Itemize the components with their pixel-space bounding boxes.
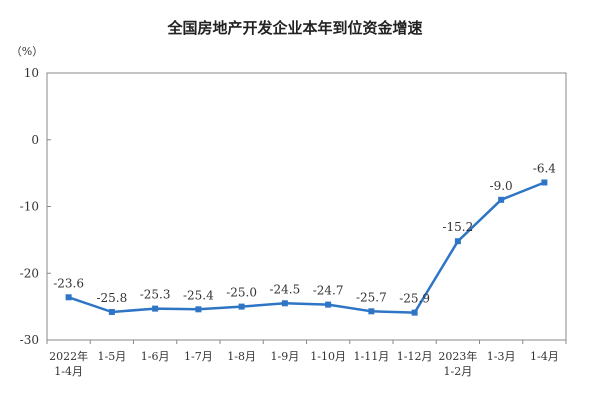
data-point-marker — [541, 179, 548, 186]
data-label-layer: -23.6 -25.8 -25.3 -25.4 -25.0 -24.5 -24.7 -25.7… — [53, 161, 556, 305]
data-label: -24.7 — [313, 284, 344, 298]
x-tick-label: 1-3月 — [487, 350, 516, 363]
y-tick-label: 10 — [24, 66, 39, 80]
data-point-marker — [454, 238, 461, 245]
y-tick-label: -20 — [20, 266, 39, 280]
data-label: -9.0 — [490, 179, 513, 193]
series-layer — [65, 179, 548, 316]
data-label: -15.2 — [442, 220, 473, 234]
data-label: -25.3 — [140, 288, 171, 302]
series-line — [68, 181, 545, 314]
data-point-marker — [325, 301, 332, 308]
x-tick-label: 1-11月 — [354, 350, 390, 363]
x-tick-label: 1-4月 — [54, 365, 83, 378]
data-label: -6.4 — [533, 161, 557, 175]
x-tick-label: 1-12月 — [397, 350, 433, 363]
data-point-marker — [411, 309, 418, 316]
chart-title: 全国房地产开发企业本年到位资金增速 — [166, 19, 422, 37]
x-tick-label: 1-4月 — [530, 350, 559, 363]
y-tick-label: -30 — [20, 333, 39, 347]
data-point-marker — [152, 305, 159, 312]
x-tick-label: 2023年 — [438, 349, 477, 363]
data-point-marker — [65, 294, 72, 301]
y-tick-label: 0 — [31, 133, 39, 147]
x-tick-label: 1-10月 — [310, 350, 346, 363]
data-label: -25.7 — [356, 290, 387, 304]
x-tick-label: 2022年 — [49, 349, 88, 363]
data-point-marker — [108, 308, 115, 315]
x-axis-ticks: 2022年 1-4月 1-5月 1-6月 1-7月 1-8月 1-9月 1-10月 1-11月 1… — [46, 340, 567, 378]
data-label: -25.0 — [226, 286, 257, 300]
x-tick-label: 1-2月 — [444, 365, 473, 378]
data-label: -25.4 — [183, 288, 214, 302]
data-point-marker — [195, 306, 202, 313]
data-point-marker — [368, 308, 375, 315]
x-tick-label: 1-9月 — [271, 350, 300, 363]
x-tick-label: 1-7月 — [184, 350, 213, 363]
data-point-marker — [238, 303, 245, 310]
data-label: -25.8 — [96, 291, 127, 305]
x-tick-label: 1-8月 — [227, 350, 256, 363]
data-point-marker — [498, 196, 505, 203]
data-point-marker — [281, 300, 288, 307]
y-tick-label: -10 — [20, 200, 39, 214]
y-axis-ticks: 10 0 -10 -20 -30 — [20, 66, 51, 347]
data-label: -24.5 — [269, 282, 300, 296]
x-tick-label: 1-6月 — [141, 350, 170, 363]
data-label: -25.9 — [399, 292, 430, 306]
x-tick-label: 1-5月 — [98, 350, 127, 363]
y-axis-unit-label: （%） — [11, 45, 43, 58]
data-label: -23.6 — [53, 276, 84, 290]
